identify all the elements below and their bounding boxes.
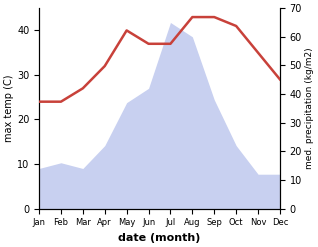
Y-axis label: max temp (C): max temp (C) bbox=[4, 75, 14, 142]
Y-axis label: med. precipitation (kg/m2): med. precipitation (kg/m2) bbox=[305, 48, 314, 169]
X-axis label: date (month): date (month) bbox=[118, 233, 201, 243]
